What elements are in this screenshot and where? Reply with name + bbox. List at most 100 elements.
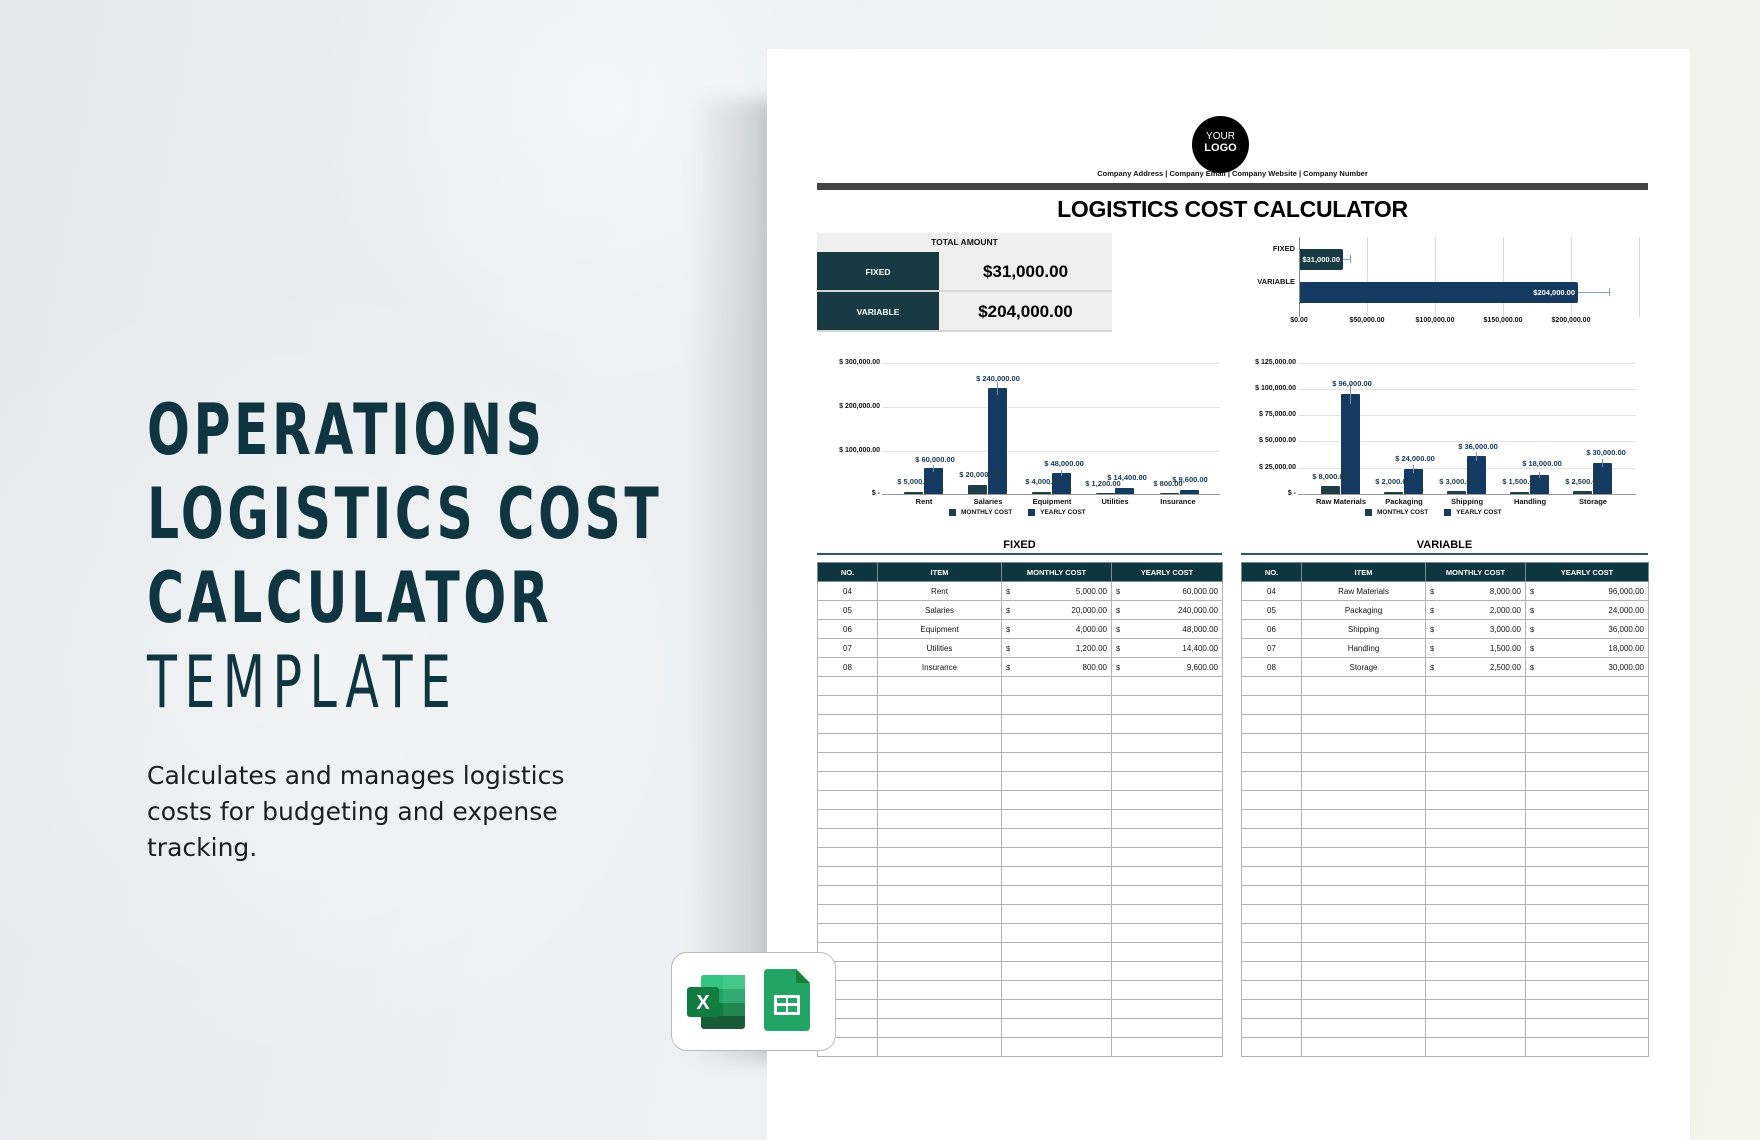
empty-cell[interactable] bbox=[817, 866, 878, 886]
empty-cell[interactable] bbox=[877, 942, 1002, 962]
cell-item[interactable]: Handling bbox=[1301, 638, 1426, 658]
empty-cell[interactable] bbox=[1301, 752, 1426, 772]
empty-cell[interactable] bbox=[877, 695, 1002, 715]
empty-cell[interactable] bbox=[1001, 942, 1112, 962]
cell-monthly-cost[interactable]: $2,500.00 bbox=[1425, 657, 1526, 677]
cell-monthly-cost[interactable]: $1,200.00 bbox=[1001, 638, 1112, 658]
cell-item[interactable]: Storage bbox=[1301, 657, 1426, 677]
cell-no[interactable]: 04 bbox=[817, 581, 878, 601]
empty-cell[interactable] bbox=[1111, 999, 1223, 1019]
empty-cell[interactable] bbox=[1241, 923, 1302, 943]
empty-cell[interactable] bbox=[1525, 866, 1649, 886]
empty-cell[interactable] bbox=[1301, 923, 1426, 943]
empty-cell[interactable] bbox=[1241, 885, 1302, 905]
cell-yearly-cost[interactable]: $36,000.00 bbox=[1525, 619, 1649, 639]
empty-cell[interactable] bbox=[1001, 866, 1112, 886]
cell-yearly-cost[interactable]: $60,000.00 bbox=[1111, 581, 1223, 601]
empty-cell[interactable] bbox=[1525, 1018, 1649, 1038]
cell-yearly-cost[interactable]: $30,000.00 bbox=[1525, 657, 1649, 677]
empty-cell[interactable] bbox=[1241, 695, 1302, 715]
cell-monthly-cost[interactable]: $5,000.00 bbox=[1001, 581, 1112, 601]
cell-no[interactable]: 07 bbox=[817, 638, 878, 658]
empty-cell[interactable] bbox=[1425, 714, 1526, 734]
cell-monthly-cost[interactable]: $2,000.00 bbox=[1425, 600, 1526, 620]
empty-cell[interactable] bbox=[1525, 923, 1649, 943]
empty-cell[interactable] bbox=[877, 714, 1002, 734]
cell-no[interactable]: 08 bbox=[817, 657, 878, 677]
empty-cell[interactable] bbox=[877, 752, 1002, 772]
empty-cell[interactable] bbox=[1241, 999, 1302, 1019]
empty-cell[interactable] bbox=[817, 790, 878, 810]
empty-cell[interactable] bbox=[1301, 714, 1426, 734]
empty-cell[interactable] bbox=[1111, 961, 1223, 981]
cell-yearly-cost[interactable]: $24,000.00 bbox=[1525, 600, 1649, 620]
summary-value[interactable]: $31,000.00 bbox=[982, 262, 1069, 281]
empty-cell[interactable] bbox=[877, 866, 1002, 886]
empty-cell[interactable] bbox=[1301, 676, 1426, 696]
empty-cell[interactable] bbox=[1301, 695, 1426, 715]
empty-cell[interactable] bbox=[1111, 733, 1223, 753]
empty-cell[interactable] bbox=[817, 714, 878, 734]
empty-cell[interactable] bbox=[1301, 828, 1426, 848]
cell-no[interactable]: 06 bbox=[1241, 619, 1302, 639]
empty-cell[interactable] bbox=[1301, 1018, 1426, 1038]
empty-cell[interactable] bbox=[817, 676, 878, 696]
cell-monthly-cost[interactable]: $800.00 bbox=[1001, 657, 1112, 677]
empty-cell[interactable] bbox=[817, 752, 878, 772]
cell-item[interactable]: Salaries bbox=[877, 600, 1002, 620]
empty-cell[interactable] bbox=[1111, 828, 1223, 848]
empty-cell[interactable] bbox=[877, 733, 1002, 753]
empty-cell[interactable] bbox=[1111, 904, 1223, 924]
empty-cell[interactable] bbox=[1111, 790, 1223, 810]
empty-cell[interactable] bbox=[1001, 752, 1112, 772]
empty-cell[interactable] bbox=[1001, 923, 1112, 943]
empty-cell[interactable] bbox=[1001, 809, 1112, 829]
cell-yearly-cost[interactable]: $48,000.00 bbox=[1111, 619, 1223, 639]
empty-cell[interactable] bbox=[1241, 980, 1302, 1000]
empty-cell[interactable] bbox=[1241, 809, 1302, 829]
empty-cell[interactable] bbox=[1111, 847, 1223, 867]
empty-cell[interactable] bbox=[1301, 1037, 1426, 1057]
empty-cell[interactable] bbox=[1525, 980, 1649, 1000]
empty-cell[interactable] bbox=[1425, 847, 1526, 867]
empty-cell[interactable] bbox=[1425, 809, 1526, 829]
empty-cell[interactable] bbox=[877, 980, 1002, 1000]
empty-cell[interactable] bbox=[817, 809, 878, 829]
empty-cell[interactable] bbox=[1525, 1037, 1649, 1057]
cell-item[interactable]: Shipping bbox=[1301, 619, 1426, 639]
empty-cell[interactable] bbox=[1001, 961, 1112, 981]
empty-cell[interactable] bbox=[1241, 866, 1302, 886]
empty-cell[interactable] bbox=[1525, 714, 1649, 734]
empty-cell[interactable] bbox=[817, 904, 878, 924]
empty-cell[interactable] bbox=[1301, 733, 1426, 753]
empty-cell[interactable] bbox=[1525, 885, 1649, 905]
empty-cell[interactable] bbox=[1241, 771, 1302, 791]
empty-cell[interactable] bbox=[877, 1037, 1002, 1057]
cell-no[interactable]: 07 bbox=[1241, 638, 1302, 658]
empty-cell[interactable] bbox=[1525, 790, 1649, 810]
empty-cell[interactable] bbox=[1241, 1018, 1302, 1038]
cell-monthly-cost[interactable]: $4,000.00 bbox=[1001, 619, 1112, 639]
empty-cell[interactable] bbox=[1111, 980, 1223, 1000]
empty-cell[interactable] bbox=[817, 733, 878, 753]
empty-cell[interactable] bbox=[1425, 771, 1526, 791]
empty-cell[interactable] bbox=[1111, 752, 1223, 772]
cell-no[interactable]: 06 bbox=[817, 619, 878, 639]
empty-cell[interactable] bbox=[1525, 733, 1649, 753]
cell-no[interactable]: 04 bbox=[1241, 581, 1302, 601]
empty-cell[interactable] bbox=[877, 809, 1002, 829]
cell-monthly-cost[interactable]: $8,000.00 bbox=[1425, 581, 1526, 601]
empty-cell[interactable] bbox=[817, 828, 878, 848]
empty-cell[interactable] bbox=[1525, 961, 1649, 981]
empty-cell[interactable] bbox=[1301, 904, 1426, 924]
empty-cell[interactable] bbox=[877, 885, 1002, 905]
empty-cell[interactable] bbox=[877, 828, 1002, 848]
empty-cell[interactable] bbox=[877, 771, 1002, 791]
empty-cell[interactable] bbox=[1001, 828, 1112, 848]
cell-item[interactable]: Utilities bbox=[877, 638, 1002, 658]
cell-no[interactable]: 05 bbox=[817, 600, 878, 620]
empty-cell[interactable] bbox=[1241, 714, 1302, 734]
empty-cell[interactable] bbox=[1525, 828, 1649, 848]
empty-cell[interactable] bbox=[1241, 961, 1302, 981]
empty-cell[interactable] bbox=[1111, 866, 1223, 886]
